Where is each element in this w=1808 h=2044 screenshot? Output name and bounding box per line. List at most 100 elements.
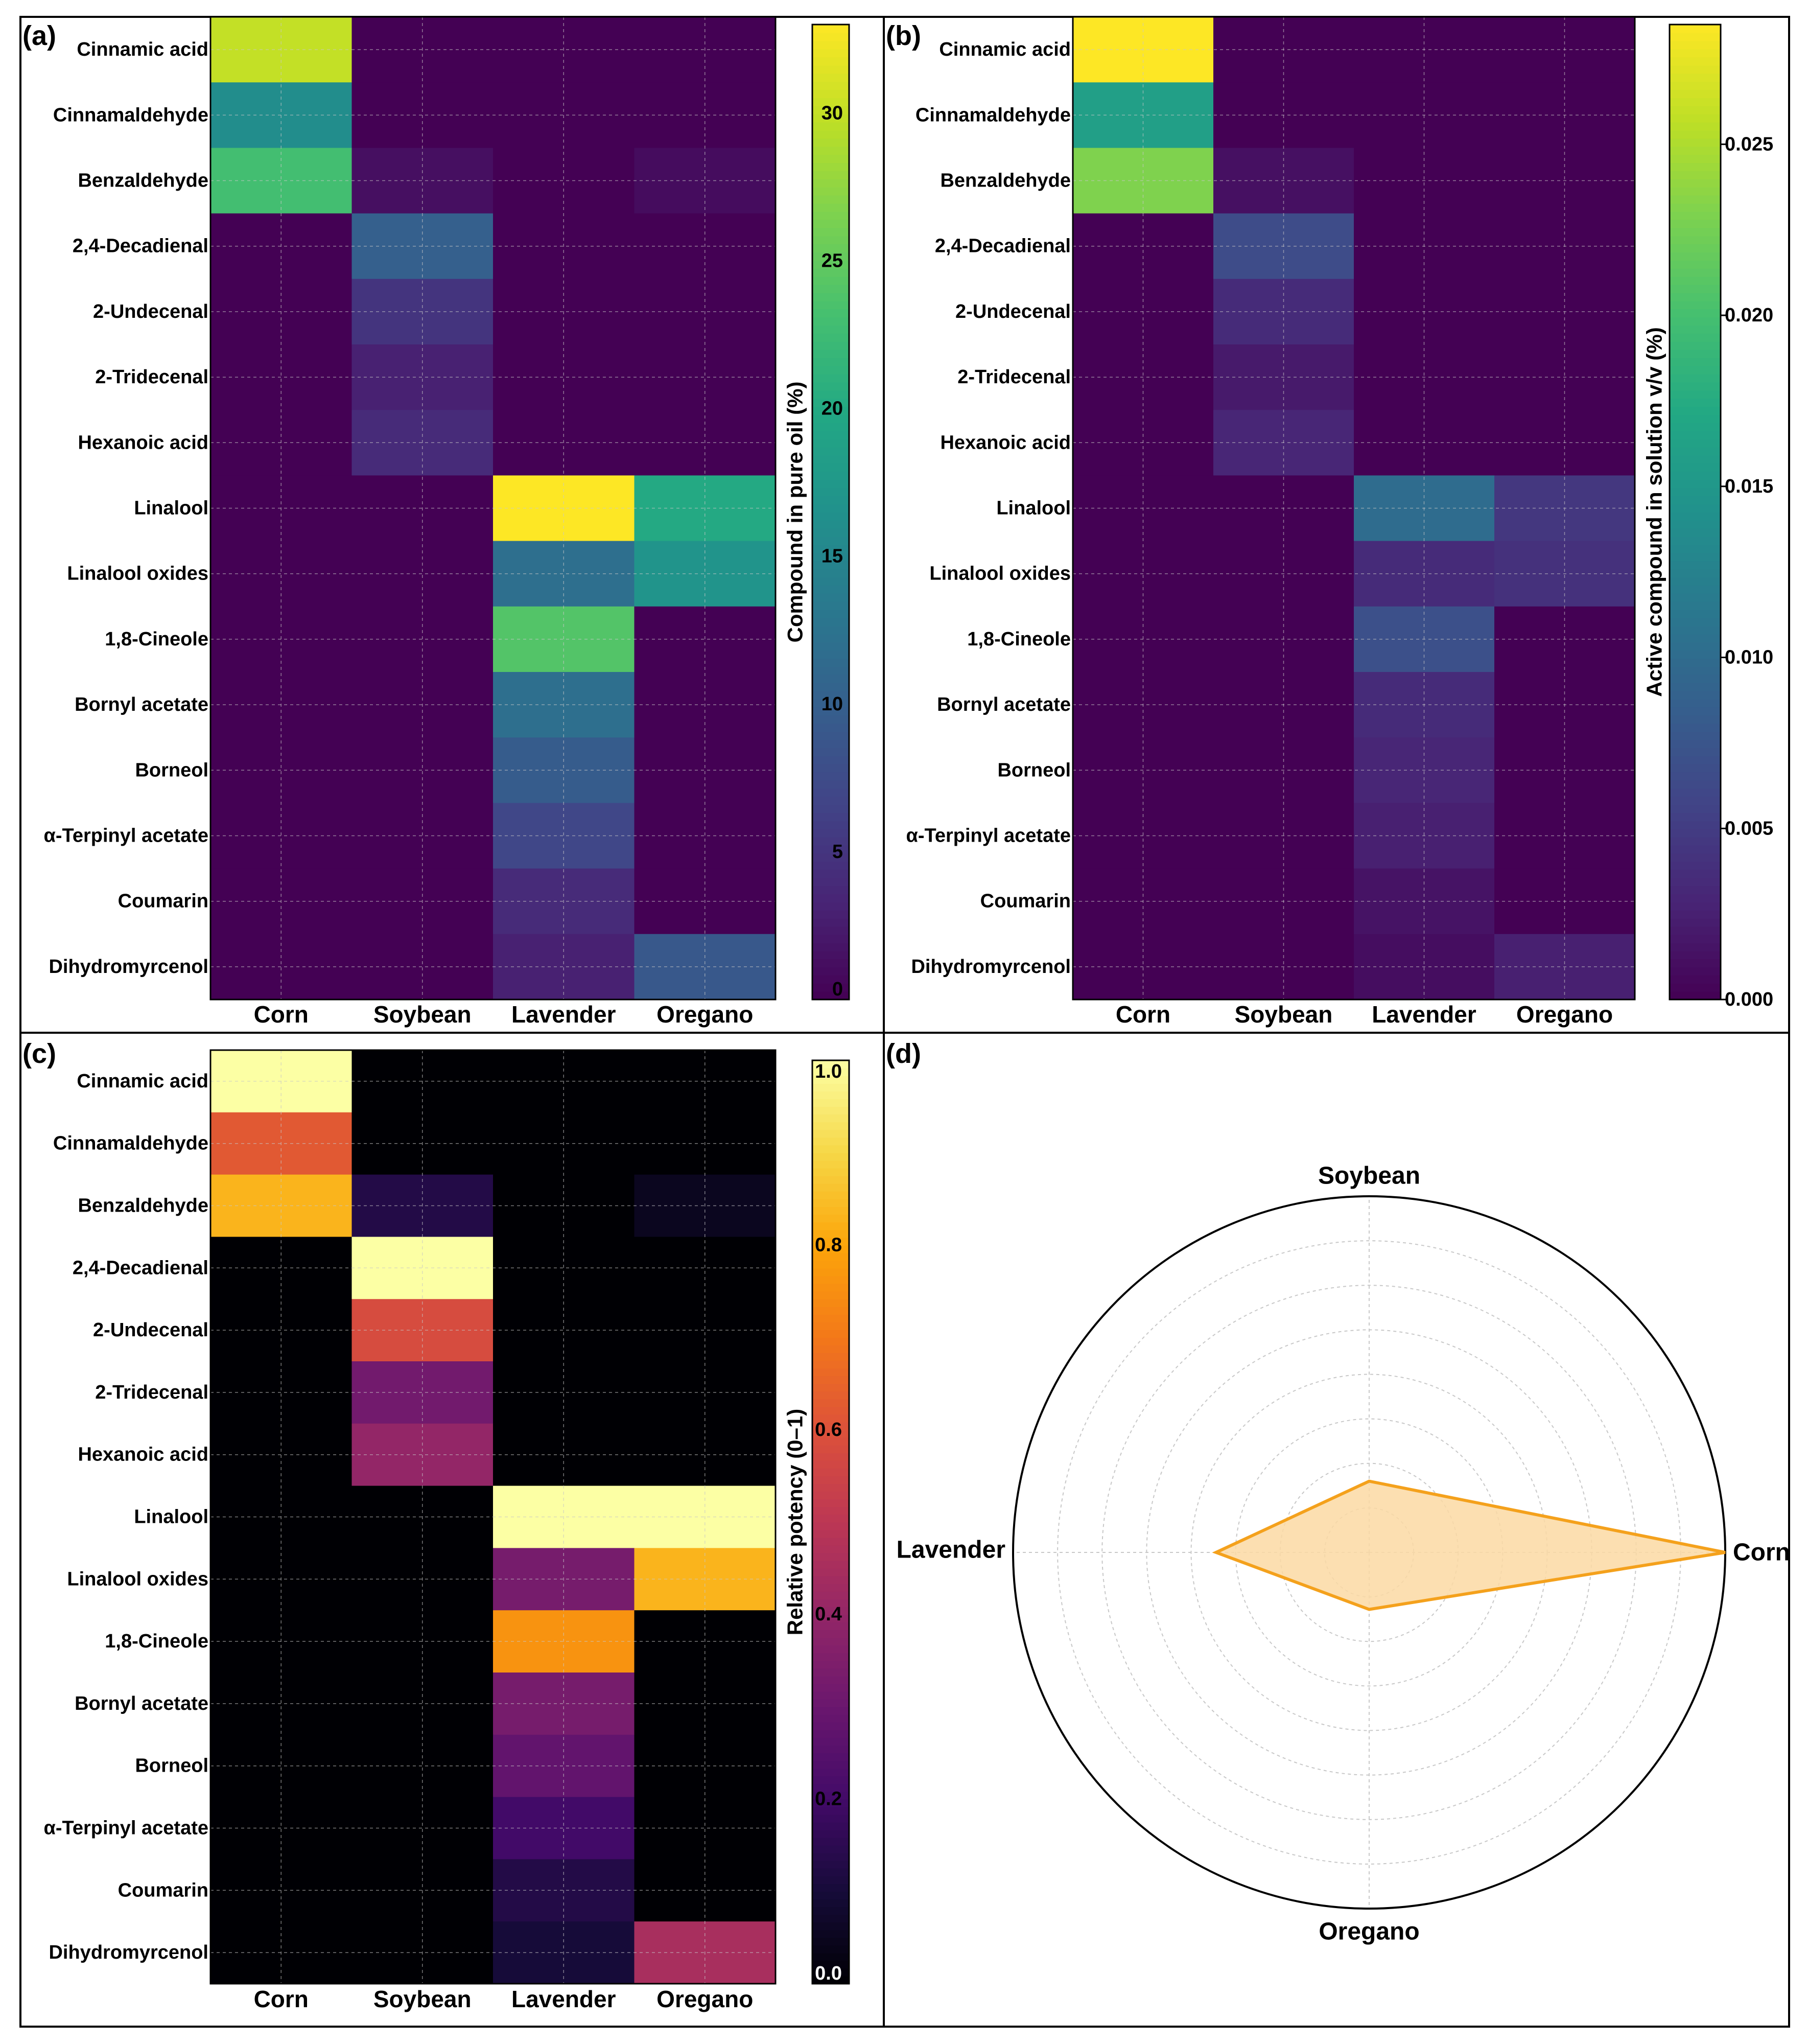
- colorbar-segment: [812, 1114, 849, 1123]
- colorbar-segment: [812, 1791, 849, 1800]
- colorbar-segment: [812, 317, 849, 326]
- colorbar-tick-label: 0.010: [1725, 647, 1773, 668]
- colorbar-segment: [812, 341, 849, 350]
- colorbar-segment: [812, 1968, 849, 1977]
- colorbar-segment: [812, 171, 849, 179]
- colorbar-segment: [1670, 577, 1721, 586]
- colorbar-segment: [812, 1722, 849, 1730]
- panel-label-d: (d): [886, 1038, 921, 1069]
- colorbar-segment: [812, 837, 849, 846]
- colorbar-segment: [812, 1599, 849, 1607]
- colorbar-segment: [1670, 682, 1721, 691]
- colorbar-segment: [1670, 910, 1721, 919]
- colorbar-segment: [812, 1099, 849, 1107]
- colorbar-segment: [812, 1175, 849, 1184]
- x-tick-label: Oregano: [656, 1986, 753, 2012]
- colorbar-segment: [812, 609, 849, 618]
- colorbar-segment: [1670, 471, 1721, 480]
- y-tick-label: α-Terpinyl acetate: [906, 825, 1071, 847]
- y-tick-label: Coumarin: [118, 1879, 208, 1901]
- colorbar-segment: [812, 398, 849, 407]
- colorbar-segment: [812, 49, 849, 58]
- colorbar-segment: [812, 1691, 849, 1700]
- y-tick-label: Cinnamic acid: [939, 39, 1071, 60]
- colorbar-segment: [812, 975, 849, 984]
- colorbar-segment: [812, 1868, 849, 1876]
- y-tick-label: Borneol: [997, 759, 1071, 781]
- colorbar-segment: [812, 1206, 849, 1215]
- colorbar-segment: [812, 1676, 849, 1684]
- colorbar-segment: [812, 1368, 849, 1377]
- y-tick-label: Cinnamic acid: [77, 39, 208, 60]
- colorbar-segment: [1670, 496, 1721, 504]
- colorbar-segment: [1670, 252, 1721, 261]
- colorbar-segment: [812, 772, 849, 781]
- y-tick-label: 2,4-Decadienal: [73, 236, 208, 257]
- colorbar-segment: [812, 1360, 849, 1369]
- y-tick-label: 2-Tridecenal: [95, 1382, 208, 1403]
- colorbar-segment: [812, 1753, 849, 1761]
- colorbar-segment: [1670, 325, 1721, 334]
- colorbar-segment: [812, 32, 849, 41]
- colorbar-segment: [812, 1245, 849, 1253]
- colorbar-segment: [1670, 520, 1721, 529]
- colorbar-segment: [812, 455, 849, 464]
- colorbar-segment: [1670, 73, 1721, 82]
- colorbar-segment: [812, 942, 849, 951]
- panel-label-b: (b): [886, 20, 921, 51]
- colorbar-segment: [812, 1376, 849, 1384]
- colorbar-segment: [812, 1429, 849, 1438]
- colorbar-segment: [812, 1730, 849, 1738]
- x-tick-label: Soybean: [373, 1001, 472, 1028]
- colorbar-segment: [812, 1560, 849, 1569]
- colorbar-tick-label: 0.015: [1725, 476, 1773, 497]
- colorbar-segment: [812, 950, 849, 960]
- colorbar-segment: [1670, 804, 1721, 814]
- y-tick-label: Benzaldehyde: [940, 170, 1071, 192]
- colorbar-segment: [812, 447, 849, 456]
- colorbar-tick-label: 0.6: [815, 1419, 842, 1441]
- colorbar-segment: [812, 382, 849, 391]
- colorbar-segment: [812, 1399, 849, 1407]
- colorbar-segment: [812, 682, 849, 691]
- colorbar-segment: [812, 113, 849, 123]
- colorbar-segment: [1670, 829, 1721, 838]
- colorbar-segment: [812, 195, 849, 204]
- colorbar-segment: [812, 1699, 849, 1707]
- colorbar-segment: [812, 1568, 849, 1576]
- colorbar-segment: [1670, 219, 1721, 228]
- colorbar-segment: [812, 601, 849, 610]
- colorbar-segment: [1670, 601, 1721, 610]
- colorbar-segment: [812, 536, 849, 545]
- colorbar-segment: [812, 333, 849, 342]
- colorbar-segment: [812, 1514, 849, 1523]
- colorbar-segment: [812, 1891, 849, 1900]
- colorbar-segment: [1670, 447, 1721, 456]
- colorbar-segment: [1670, 276, 1721, 285]
- colorbar-segment: [812, 276, 849, 285]
- colorbar-label-b: Active compound in solution v/v (%): [1642, 327, 1666, 696]
- colorbar-segment: [812, 496, 849, 504]
- y-tick-label: Coumarin: [118, 891, 208, 912]
- y-tick-label: Linalool: [134, 1506, 208, 1528]
- colorbar-segment: [1670, 463, 1721, 472]
- colorbar-segment: [812, 1229, 849, 1238]
- colorbar-segment: [1670, 959, 1721, 968]
- colorbar-segment: [812, 1884, 849, 1892]
- colorbar-segment: [1670, 146, 1721, 155]
- colorbar-segment: [812, 300, 849, 310]
- colorbar-segment: [1670, 398, 1721, 407]
- colorbar-segment: [1670, 634, 1721, 643]
- colorbar-segment: [812, 1460, 849, 1469]
- colorbar-segment: [812, 731, 849, 740]
- colorbar-segment: [812, 325, 849, 334]
- colorbar-segment: [1670, 658, 1721, 667]
- colorbar-segment: [812, 350, 849, 358]
- colorbar-tick-label: 0.005: [1725, 818, 1773, 839]
- colorbar-segment: [1670, 821, 1721, 829]
- colorbar-segment: [1670, 106, 1721, 114]
- x-tick-label: Corn: [254, 1986, 309, 2012]
- y-tick-label: 2-Undecenal: [93, 301, 208, 322]
- colorbar-segment: [812, 1937, 849, 1946]
- colorbar-segment: [812, 1960, 849, 1969]
